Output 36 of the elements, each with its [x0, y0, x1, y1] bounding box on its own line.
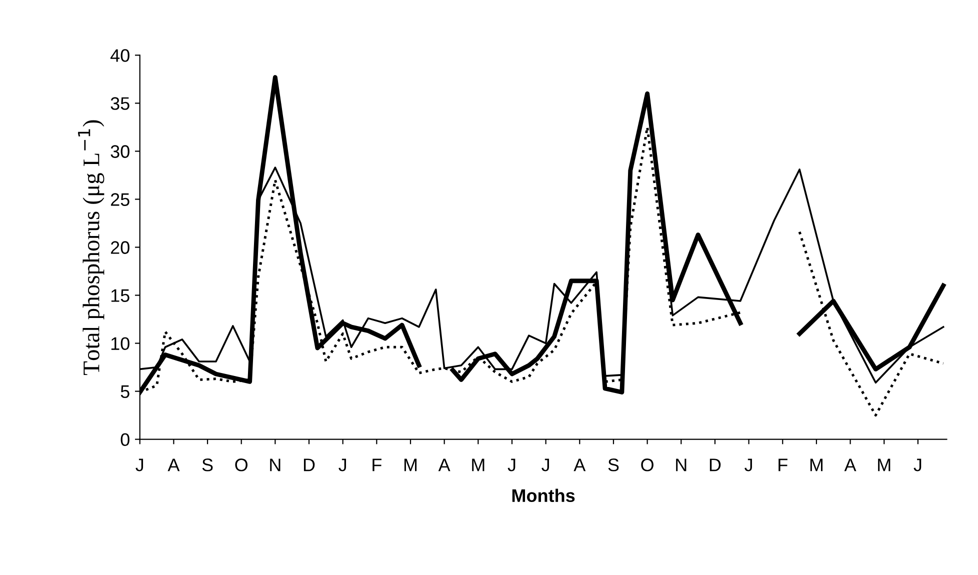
y-tick-label: 20 — [110, 241, 130, 254]
x-tick-label: A — [844, 458, 856, 472]
y-tick-label: 15 — [111, 289, 130, 302]
line-series — [798, 230, 945, 417]
x-tick-label: A — [574, 458, 586, 472]
y-tick-label: 0 — [120, 433, 130, 446]
x-tick-label: J — [744, 458, 752, 472]
x-tick-label: M — [472, 458, 484, 472]
x-tick-label: M — [878, 458, 890, 472]
y-tick-label: 25 — [110, 193, 130, 206]
x-tick-label: J — [136, 458, 144, 472]
y-tick-label: 30 — [110, 145, 130, 158]
x-tick-label: M — [404, 458, 417, 472]
x-tick-label: M — [810, 458, 822, 472]
x-tick-label: A — [438, 458, 450, 472]
x-tick-label: F — [778, 458, 788, 472]
x-tick-label: J — [338, 458, 346, 472]
x-tick-label: D — [304, 458, 315, 472]
y-tick-label: 10 — [111, 337, 130, 350]
x-tick-label: J — [914, 458, 922, 472]
x-tick-label: O — [641, 458, 654, 472]
x-tick-label: J — [508, 458, 516, 472]
x-axis-title: Months — [512, 488, 575, 502]
x-tick-label: N — [676, 458, 686, 472]
y-tick-label: 35 — [110, 97, 130, 110]
x-tick-label: O — [235, 458, 248, 472]
y-tick-label: 40 — [110, 49, 130, 62]
x-tick-label: S — [202, 458, 213, 472]
y-axis-title: Total phosphorus (μg L$^{−1}$) — [78, 120, 104, 376]
x-tick-label: A — [168, 458, 180, 472]
x-tick-label: S — [608, 458, 619, 472]
x-tick-label: F — [372, 458, 382, 472]
x-tick-label: J — [542, 458, 549, 472]
y-tick-label: 5 — [120, 385, 130, 398]
x-tick-label: N — [270, 458, 280, 472]
x-tick-label: D — [710, 458, 721, 472]
